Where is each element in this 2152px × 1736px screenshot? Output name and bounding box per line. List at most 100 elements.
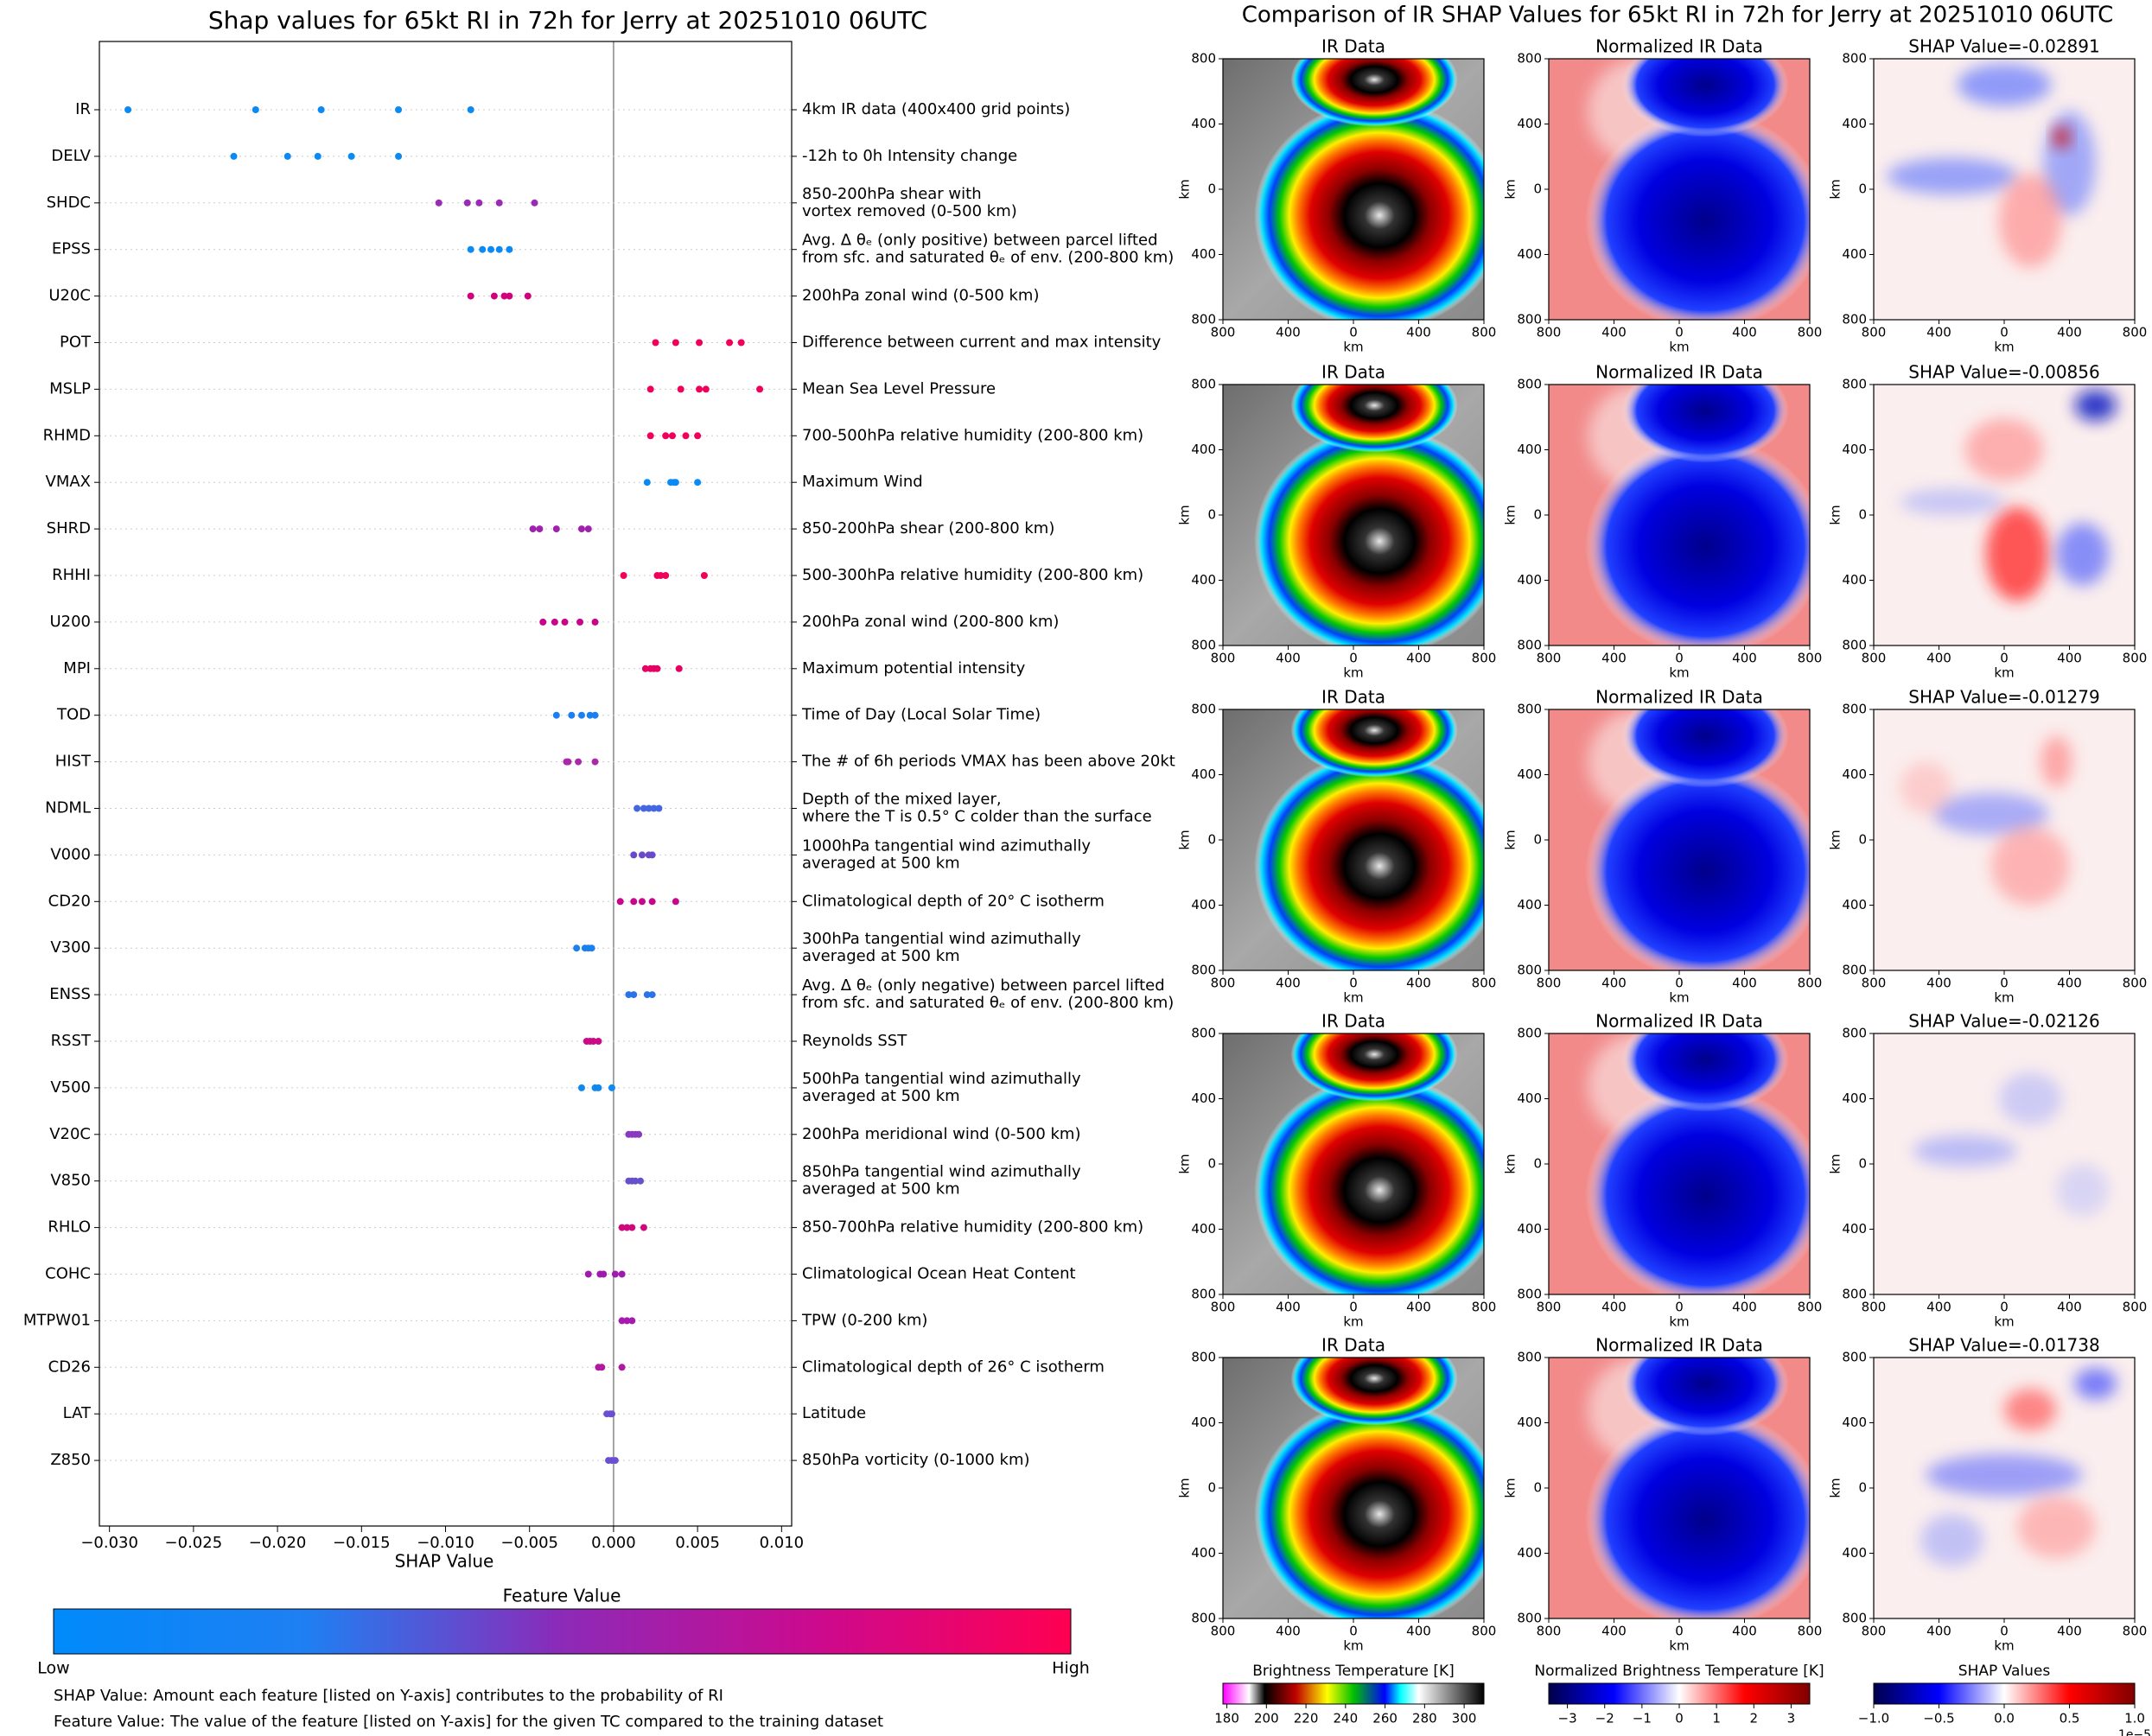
panel-y-tick-label: 800 [1842,1026,1867,1041]
shap-patch [2074,1368,2117,1400]
panel-y-tick-label: 400 [1842,442,1867,457]
panel-title: SHAP Value=-0.02126 [1908,1011,2099,1032]
colorbar-tick-label: 1.0 [2124,1711,2145,1726]
shap-patch [1998,1072,2062,1125]
feature-name: U200 [49,613,91,631]
point [475,199,483,207]
feature-description: 850-700hPa relative humidity (200-800 km… [802,1218,1143,1237]
colorbar [1222,1682,1485,1705]
feature-name: NDML [45,799,91,817]
point [618,1224,626,1231]
image-panel: Normalized IR Data8008004004000040040080… [1503,1011,1823,1330]
shap-patch [1920,1514,1983,1567]
x-tick-label: 0.005 [675,1534,720,1552]
panel-x-tick-label: 0 [2000,651,2009,666]
point [657,572,665,579]
panel-x-tick-label: 800 [1798,1624,1823,1639]
point [694,432,702,440]
panel-y-tick-label: 800 [1191,1287,1216,1302]
point [577,711,585,719]
panel-y-tick-label: 400 [1842,116,1867,131]
panel-x-tick-label: 400 [1926,651,1951,666]
panel-x-tick-label: 800 [1798,1300,1823,1315]
point [586,711,594,719]
norm-cloud [1621,385,1789,463]
feature-description: 500hPa tangential wind azimuthally [802,1070,1081,1088]
point [552,711,560,719]
ir-cloud [1290,1033,1458,1102]
point [347,152,355,160]
colorbar [1548,1682,1811,1705]
point [677,385,684,393]
feature-name: MPI [63,659,91,677]
shap-background [1874,1033,2135,1294]
panel-x-tick-label: 0 [1349,325,1358,340]
panel-x-tick-label: 400 [1406,325,1431,340]
feature-description: Avg. Δ θₑ (only negative) between parcel… [802,976,1165,995]
image-panel: SHAP Value=-0.01738800800400400004004008… [1828,1335,2148,1654]
feature-description: TPW (0-200 km) [801,1311,927,1329]
norm-cloud [1621,1033,1789,1112]
feature-description: Maximum potential intensity [802,659,1026,677]
panel-x-tick-label: 800 [1472,651,1497,666]
point [584,1270,592,1278]
panel-y-tick-label: 0 [1533,1480,1542,1496]
panel-x-label: km [1669,1638,1689,1654]
point [700,572,708,579]
point [524,292,532,300]
point [317,106,325,113]
feature-description: 850hPa vorticity (0-1000 km) [802,1451,1030,1469]
feature-description: 200hPa zonal wind (200-800 km) [802,613,1059,631]
point [395,106,403,113]
panel-image [1874,1358,2135,1618]
point [672,339,679,347]
panel-x-tick-label: 400 [2057,1300,2082,1315]
panel-image [1223,1358,1484,1618]
point [630,991,638,999]
point [640,1224,647,1231]
panel-image [1874,1033,2135,1294]
point [529,525,537,533]
point [623,1224,631,1231]
panel-x-label: km [1669,340,1689,355]
point [620,572,627,579]
panel-y-tick-label: 400 [1842,1221,1867,1237]
panel-x-tick-label: 400 [1601,651,1627,666]
point [561,618,569,626]
point [591,618,599,626]
panel-title: Normalized IR Data [1595,362,1763,383]
panel-y-label: km [1828,1154,1843,1173]
panel-y-label: km [1503,1478,1518,1498]
panel-y-label: km [1177,505,1193,525]
point [641,665,649,672]
shap-patch [1900,761,1952,814]
panel-title: IR Data [1321,1335,1385,1356]
panel-y-tick-label: 800 [1191,1611,1216,1626]
feature-description: 850-200hPa shear (200-800 km) [802,519,1054,537]
panel-y-tick-label: 400 [1517,897,1542,913]
panel-x-tick-label: 400 [2057,1624,2082,1639]
point [568,711,576,719]
panel-y-tick-label: 0 [1207,1480,1216,1496]
feature-name: ENSS [49,985,91,1003]
point [573,944,581,952]
point [632,1177,640,1185]
colorbar-title: Normalized Brightness Temperature [K] [1534,1663,1824,1680]
panel-y-tick-label: 800 [1842,638,1867,653]
ir-cloud [1290,709,1458,778]
plot-frame [99,41,793,1527]
panel-title: IR Data [1321,36,1385,57]
point [463,199,471,207]
point [435,199,442,207]
feature-description: where the T is 0.5° C colder than the su… [802,808,1152,826]
x-tick-label: −0.020 [249,1534,307,1552]
point [577,1084,585,1091]
panel-x-tick-label: 800 [1211,976,1236,991]
point [652,339,659,347]
panel-x-tick-label: 800 [1537,976,1562,991]
point [662,432,670,440]
point [648,851,656,859]
